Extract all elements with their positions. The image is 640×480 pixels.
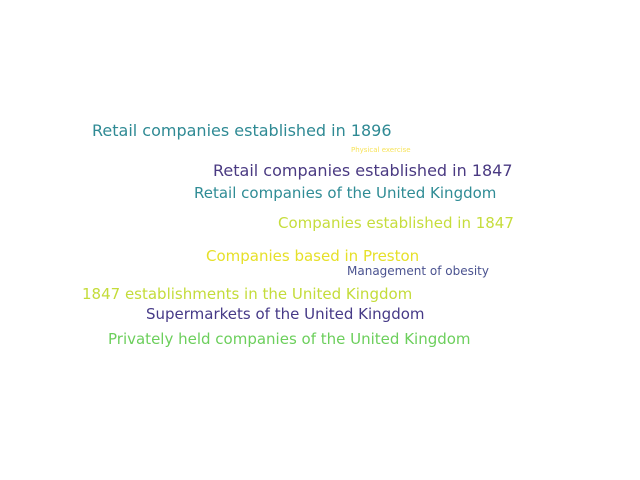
word-supermarkets-uk: Supermarkets of the United Kingdom xyxy=(146,305,425,323)
word-physical-exercise: Physical exercise xyxy=(351,146,411,154)
word-management-obesity: Management of obesity xyxy=(347,264,489,278)
word-1847-establishments: 1847 establishments in the United Kingdo… xyxy=(82,285,413,303)
word-companies-1847: Companies established in 1847 xyxy=(278,214,514,232)
word-retail-uk: Retail companies of the United Kingdom xyxy=(194,184,497,202)
word-privately-held: Privately held companies of the United K… xyxy=(108,330,471,348)
word-retail-1896: Retail companies established in 1896 xyxy=(92,121,392,140)
word-companies-preston: Companies based in Preston xyxy=(206,247,420,265)
word-retail-1847: Retail companies established in 1847 xyxy=(213,161,513,180)
